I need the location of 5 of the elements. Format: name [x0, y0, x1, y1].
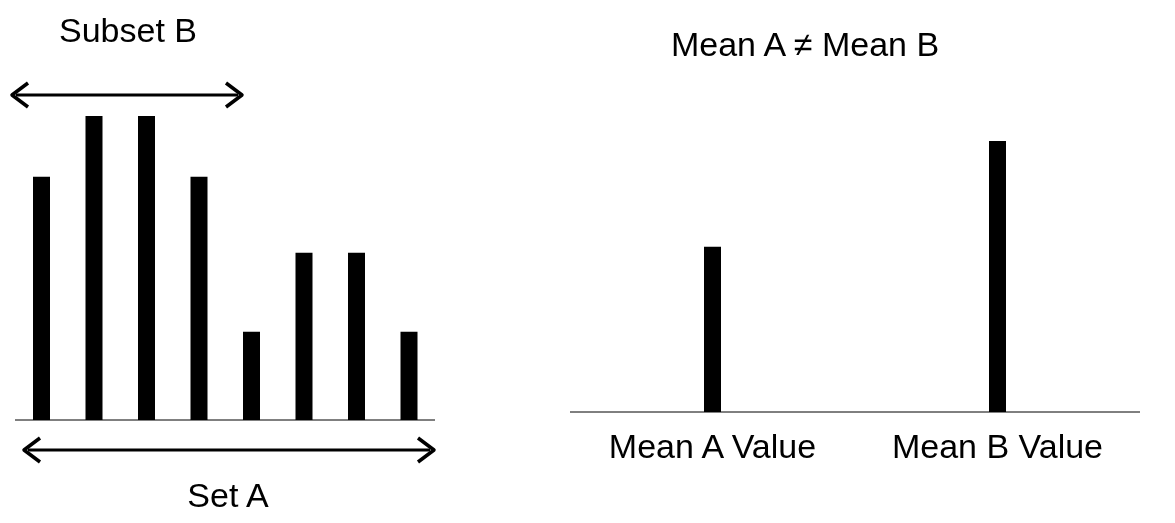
x-tick-label: Mean B Value [891, 427, 1104, 466]
x-tick-label: Mean A Value [608, 427, 817, 466]
text: Set A [187, 475, 269, 515]
chart-title: Mean A ≠ Mean B [670, 24, 940, 64]
text: Subset B [59, 10, 197, 50]
